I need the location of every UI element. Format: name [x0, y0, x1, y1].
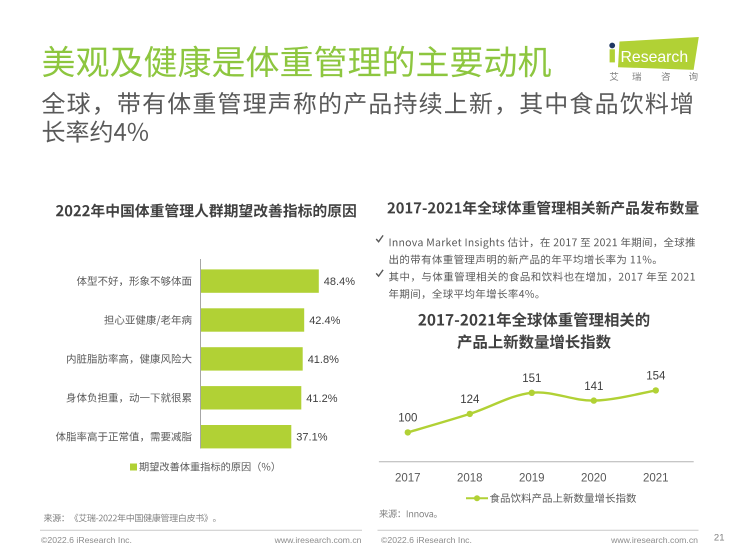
svg-text:100: 100: [398, 413, 417, 425]
svg-text:141: 141: [584, 381, 603, 393]
svg-text:2017: 2017: [395, 473, 421, 485]
svg-text:154: 154: [646, 371, 666, 383]
svg-text:37.1%: 37.1%: [296, 432, 327, 444]
svg-text:2019: 2019: [519, 473, 545, 485]
svg-text:www.iresearch.com.cn: www.iresearch.com.cn: [610, 535, 698, 545]
svg-text:©2022.6 iResearch Inc.: ©2022.6 iResearch Inc.: [381, 535, 472, 545]
svg-text:41.8%: 41.8%: [308, 354, 339, 366]
svg-text:www.iresearch.com.cn: www.iresearch.com.cn: [274, 535, 362, 545]
svg-text:2021: 2021: [643, 473, 669, 485]
svg-text:©2022.6 iResearch Inc.: ©2022.6 iResearch Inc.: [41, 535, 132, 545]
svg-text:42.4%: 42.4%: [309, 315, 340, 327]
svg-text:Research: Research: [621, 49, 689, 66]
svg-text:48.4%: 48.4%: [324, 276, 355, 288]
svg-text:151: 151: [522, 373, 541, 385]
svg-text:124: 124: [460, 394, 480, 406]
svg-text:2018: 2018: [457, 473, 483, 485]
svg-text:41.2%: 41.2%: [306, 393, 337, 405]
svg-text:2020: 2020: [581, 473, 607, 485]
svg-text:21: 21: [714, 533, 725, 544]
